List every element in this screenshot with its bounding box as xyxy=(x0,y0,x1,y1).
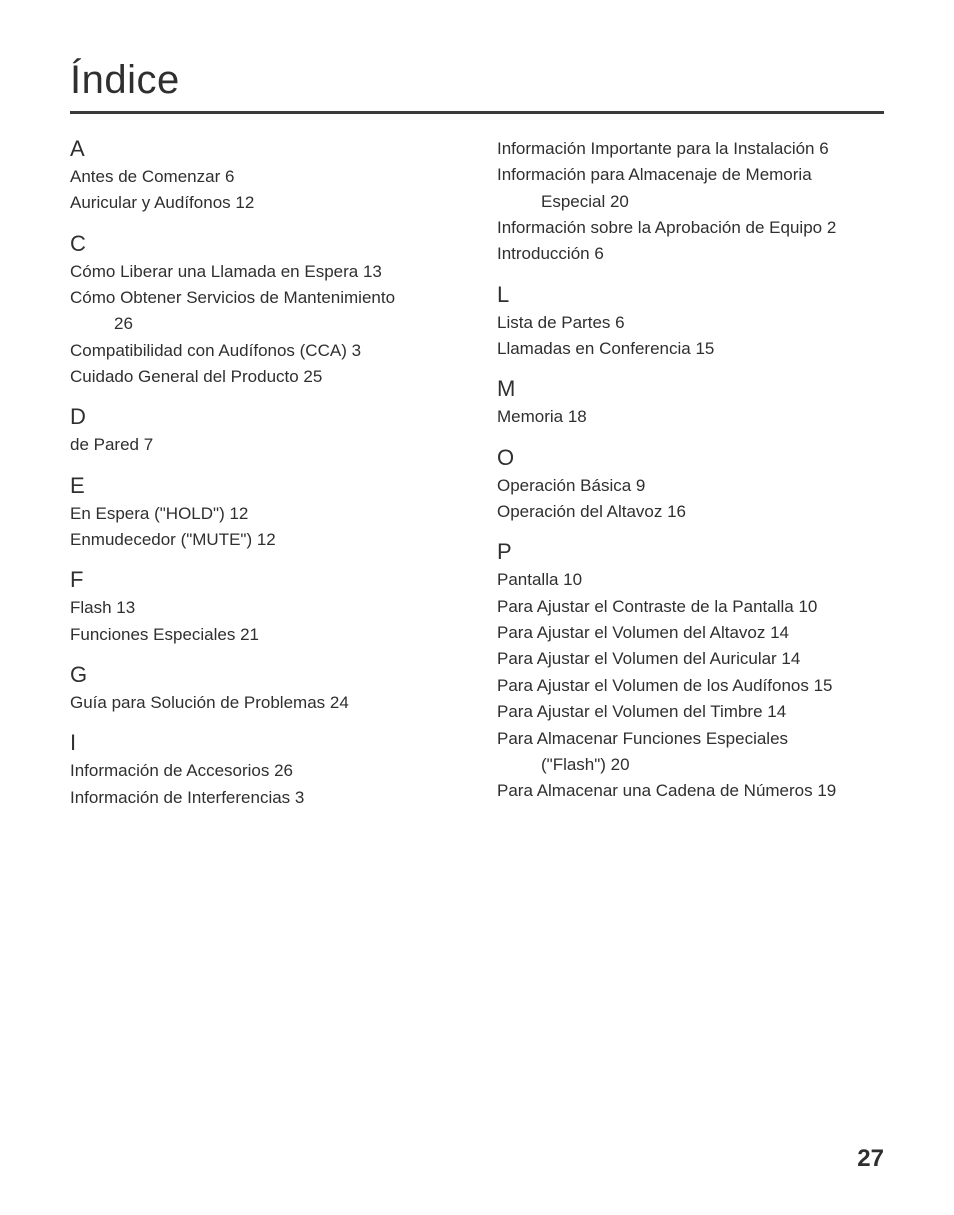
index-entry: Cuidado General del Producto 25 xyxy=(70,364,457,390)
title-rule xyxy=(70,111,884,114)
index-entry-text: de Pared 7 xyxy=(70,435,153,454)
index-entry-text: Operación del Altavoz 16 xyxy=(497,502,686,521)
index-entry-text: En Espera ("HOLD") 12 xyxy=(70,504,248,523)
index-entry: Para Ajustar el Contraste de la Pantalla… xyxy=(497,594,884,620)
index-entry-continuation: ("Flash") 20 xyxy=(497,752,884,778)
index-entry: Lista de Partes 6 xyxy=(497,310,884,336)
section-letter: M xyxy=(497,376,884,402)
index-entry-text: Para Almacenar una Cadena de Números 19 xyxy=(497,781,836,800)
section-letter: L xyxy=(497,282,884,308)
page-number: 27 xyxy=(857,1145,884,1173)
index-entry: de Pared 7 xyxy=(70,432,457,458)
index-entry: Para Ajustar el Volumen del Timbre 14 xyxy=(497,699,884,725)
index-entry: Memoria 18 xyxy=(497,404,884,430)
index-entry: Información para Almacenaje de Memoria E… xyxy=(497,162,884,215)
index-entry-text: Compatibilidad con Audífonos (CCA) 3 xyxy=(70,341,361,360)
index-entry-text: Cuidado General del Producto 25 xyxy=(70,367,322,386)
section-letter: F xyxy=(70,567,457,593)
index-entry-text: Información Importante para la Instalaci… xyxy=(497,139,829,158)
index-entry-text: Para Ajustar el Volumen del Auricular 14 xyxy=(497,649,800,668)
section-letter: O xyxy=(497,445,884,471)
index-entry-text: Antes de Comenzar 6 xyxy=(70,167,234,186)
index-entry: Guía para Solución de Problemas 24 xyxy=(70,690,457,716)
index-entry-text: Funciones Especiales 21 xyxy=(70,625,259,644)
index-entry-continuation: Especial 20 xyxy=(497,189,884,215)
index-entry-text: Auricular y Audífonos 12 xyxy=(70,193,254,212)
page: Índice A Antes de Comenzar 6 Auricular y A… xyxy=(0,0,954,1215)
index-entry-text: Enmudecedor ("MUTE") 12 xyxy=(70,530,276,549)
index-entry-text: Introducción 6 xyxy=(497,244,604,263)
index-entry-text: Flash 13 xyxy=(70,598,135,617)
index-entry: Para Ajustar el Volumen del Auricular 14 xyxy=(497,646,884,672)
index-entry: Enmudecedor ("MUTE") 12 xyxy=(70,527,457,553)
index-entry: Operación del Altavoz 16 xyxy=(497,499,884,525)
index-entry: Operación Básica 9 xyxy=(497,473,884,499)
index-entry-text: Llamadas en Conferencia 15 xyxy=(497,339,714,358)
index-entry: Cómo Obtener Servicios de Mantenimiento … xyxy=(70,285,457,338)
index-entry: Información Importante para la Instalaci… xyxy=(497,136,884,162)
index-entry: Para Almacenar una Cadena de Números 19 xyxy=(497,778,884,804)
index-entry-text: Cómo Liberar una Llamada en Espera 13 xyxy=(70,262,382,281)
index-entry-text: Para Ajustar el Volumen del Altavoz 14 xyxy=(497,623,789,642)
index-entry-text: Guía para Solución de Problemas 24 xyxy=(70,693,349,712)
index-entry-continuation: 26 xyxy=(70,311,457,337)
index-entry-text: Información de Accesorios 26 xyxy=(70,761,293,780)
index-entry: Para Ajustar el Volumen de los Audífonos… xyxy=(497,673,884,699)
section-letter: A xyxy=(70,136,457,162)
index-entry-text: Para Ajustar el Contraste de la Pantalla… xyxy=(497,597,817,616)
section-letter: P xyxy=(497,539,884,565)
index-entry: Compatibilidad con Audífonos (CCA) 3 xyxy=(70,338,457,364)
page-title: Índice xyxy=(70,58,884,103)
index-entry: Para Almacenar Funciones Especiales ("Fl… xyxy=(497,726,884,779)
section-letter: E xyxy=(70,473,457,499)
section-letter: C xyxy=(70,231,457,257)
index-entry-text: Para Ajustar el Volumen del Timbre 14 xyxy=(497,702,786,721)
section-letter: D xyxy=(70,404,457,430)
index-entry: Llamadas en Conferencia 15 xyxy=(497,336,884,362)
section-letter: G xyxy=(70,662,457,688)
index-entry-text: Cómo Obtener Servicios de Mantenimiento xyxy=(70,288,395,307)
left-column: A Antes de Comenzar 6 Auricular y Audífono… xyxy=(70,136,457,811)
index-entry-text: Información de Interferencias 3 xyxy=(70,788,304,807)
index-entry: Funciones Especiales 21 xyxy=(70,622,457,648)
index-entry-text: Información para Almacenaje de Memoria xyxy=(497,165,812,184)
section-letter: I xyxy=(70,730,457,756)
index-entry: Antes de Comenzar 6 xyxy=(70,164,457,190)
index-entry: Información de Accesorios 26 xyxy=(70,758,457,784)
index-entry: Información de Interferencias 3 xyxy=(70,785,457,811)
index-entry: Flash 13 xyxy=(70,595,457,621)
index-entry-text: Para Almacenar Funciones Especiales xyxy=(497,729,788,748)
index-entry: Pantalla 10 xyxy=(497,567,884,593)
index-entry: Cómo Liberar una Llamada en Espera 13 xyxy=(70,259,457,285)
index-entry-text: Información sobre la Aprobación de Equip… xyxy=(497,218,836,237)
right-column: Información Importante para la Instalaci… xyxy=(497,136,884,811)
index-entry: Introducción 6 xyxy=(497,241,884,267)
index-entry-text: Lista de Partes 6 xyxy=(497,313,625,332)
index-entry: Auricular y Audífonos 12 xyxy=(70,190,457,216)
index-entry: Para Ajustar el Volumen del Altavoz 14 xyxy=(497,620,884,646)
index-entry: Información sobre la Aprobación de Equip… xyxy=(497,215,884,241)
index-entry: En Espera ("HOLD") 12 xyxy=(70,501,457,527)
index-entry-text: Pantalla 10 xyxy=(497,570,582,589)
index-columns: A Antes de Comenzar 6 Auricular y Audífono… xyxy=(70,136,884,811)
index-entry-text: Operación Básica 9 xyxy=(497,476,645,495)
index-entry-text: Para Ajustar el Volumen de los Audífonos… xyxy=(497,676,833,695)
index-entry-text: Memoria 18 xyxy=(497,407,587,426)
